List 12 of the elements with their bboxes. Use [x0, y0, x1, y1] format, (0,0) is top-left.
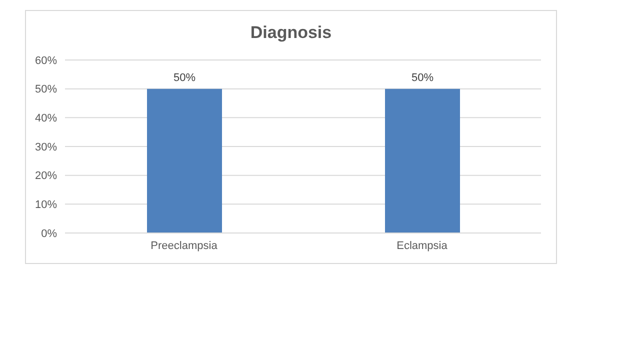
y-tick-label: 30% [34, 141, 58, 154]
y-tick-label: 10% [34, 199, 58, 212]
data-label: 50% [173, 72, 196, 84]
chart-title: Diagnosis [249, 22, 333, 44]
y-tick-label: 0% [41, 228, 58, 240]
y-tick-label: 20% [34, 170, 58, 182]
y-tick-label: 40% [34, 112, 58, 125]
y-tick-label: 60% [34, 54, 58, 67]
x-tick-label: Preeclampsia [150, 240, 218, 252]
data-label: 50% [411, 72, 434, 84]
x-tick-label: Eclampsia [396, 240, 448, 252]
y-tick-label: 50% [34, 84, 58, 96]
